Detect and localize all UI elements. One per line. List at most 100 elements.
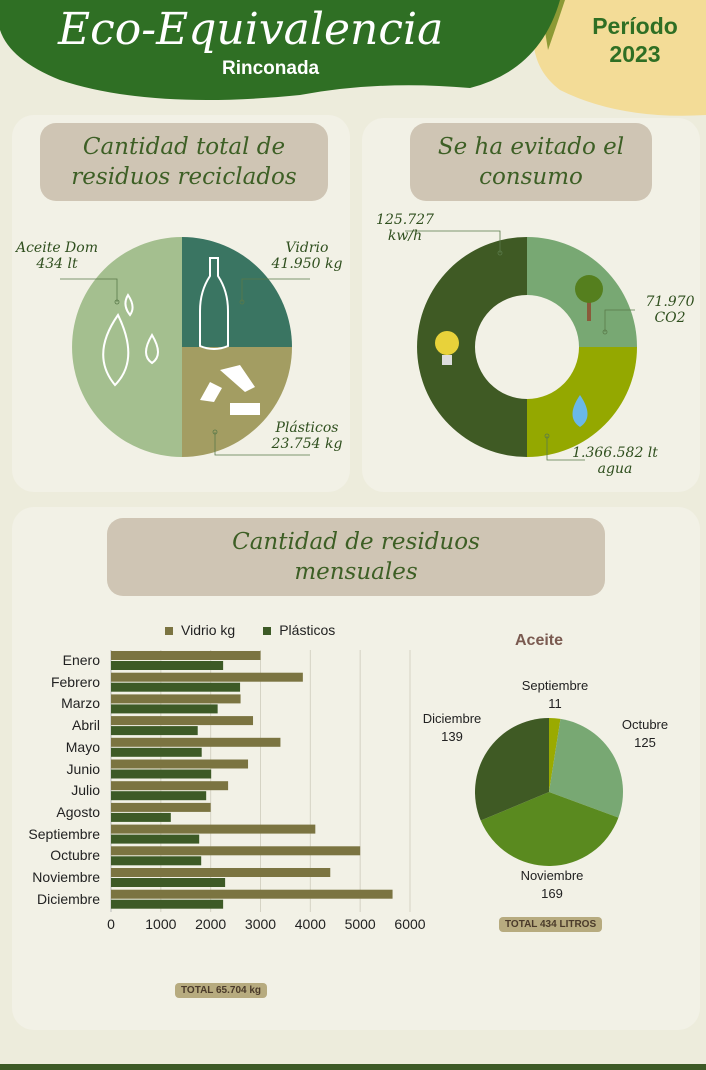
- bar-vidrio: [111, 672, 303, 682]
- period-label: Período: [592, 13, 678, 39]
- bar-vidrio: [111, 824, 316, 834]
- aceite-pie-title: Aceite: [515, 632, 564, 649]
- bar-vidrio: [111, 737, 281, 747]
- footer-bar: [0, 1064, 706, 1070]
- x-tick-label: 5000: [344, 916, 376, 932]
- pie-label: Noviembre 169: [502, 867, 602, 903]
- bar-vidrio: [111, 781, 229, 791]
- name: Plásticos: [275, 420, 339, 436]
- value: 125.727: [376, 212, 434, 228]
- legend-label: Vidrio kg: [181, 622, 236, 638]
- title-line: mensuales: [294, 559, 418, 585]
- tree-icon: [575, 275, 603, 321]
- x-tick-label: 3000: [244, 916, 277, 932]
- unit: kw/h: [387, 228, 423, 244]
- monthly-title: Cantidad de residuos mensuales: [107, 518, 605, 596]
- bar-plasticos: [111, 661, 224, 670]
- bar-plasticos: [111, 899, 224, 909]
- label-energy: 125.727 kw/h: [370, 212, 440, 244]
- y-category-label: Octubre: [50, 847, 100, 864]
- y-category-label: Mayo: [65, 738, 100, 755]
- bar-plasticos: [111, 856, 202, 866]
- unit: CO2: [654, 310, 686, 326]
- pie-slice-noviembre: [480, 792, 619, 866]
- legend-swatch: [165, 627, 173, 635]
- pie-label-name: Noviembre: [520, 868, 584, 883]
- pie-label-name: Septiembre: [521, 678, 589, 693]
- bar-plasticos: [111, 726, 198, 736]
- bar-vidrio: [111, 694, 241, 704]
- pie-label: Septiembre 11: [505, 677, 605, 713]
- title-line: Cantidad total de: [82, 134, 286, 160]
- value: 41.950 kg: [271, 256, 343, 272]
- bar-vidrio: [111, 651, 261, 660]
- bar-legend: Vidrio kg Plásticos: [165, 622, 335, 638]
- label-aceite: Aceite Dom 434 lt: [12, 240, 102, 272]
- x-tick-label: 4000: [294, 916, 326, 932]
- app-title: Eco-Equivalencia: [58, 4, 444, 55]
- bar-vidrio: [111, 868, 331, 877]
- total-kg-badge: TOTAL 65.704 kg: [175, 983, 268, 998]
- legend-plasticos: Plásticos: [263, 622, 335, 638]
- value: 434 lt: [36, 256, 78, 272]
- header-background: [0, 0, 706, 116]
- pie-label-value: 169: [541, 886, 563, 901]
- legend-swatch: [263, 627, 272, 635]
- label-plasticos: Plásticos 23.754 kg: [262, 420, 352, 452]
- y-category-label: Agosto: [56, 803, 100, 820]
- y-category-label: Enero: [62, 652, 100, 668]
- donut-segment-energy: [417, 237, 527, 457]
- bar-plasticos: [111, 791, 207, 801]
- label-water: 1.366.582 lt agua: [570, 445, 660, 477]
- legend-vidrio: Vidrio kg: [165, 622, 235, 638]
- bar-vidrio: [111, 802, 211, 812]
- bar-plasticos: [111, 769, 212, 779]
- pie-label: Octubre 125: [595, 716, 695, 752]
- water-drop-icon: [572, 395, 588, 427]
- avoided-consumption-title: Se ha evitado el consumo: [410, 123, 652, 201]
- period: Período 2023: [580, 12, 690, 68]
- pie-slice-diciembre: [474, 718, 549, 821]
- total-litros-badge: TOTAL 434 LITROS: [499, 917, 603, 932]
- pie-label-name: Octubre: [621, 717, 669, 732]
- x-tick-label: 1000: [145, 916, 177, 932]
- pie-slice-octubre: [549, 718, 623, 818]
- y-category-label: Marzo: [61, 695, 100, 712]
- title-line: Se ha evitado el: [437, 134, 625, 160]
- lightbulb-icon: [435, 331, 459, 365]
- y-category-label: Junio: [66, 760, 100, 777]
- unit: agua: [597, 461, 633, 477]
- bar-plasticos: [111, 682, 241, 692]
- y-category-label: Julio: [71, 782, 100, 799]
- value: 71.970: [645, 294, 695, 310]
- recycled-pie: [60, 237, 310, 457]
- subtitle: Rinconada: [222, 58, 320, 79]
- label-vidrio: Vidrio 41.950 kg: [262, 240, 352, 272]
- y-category-label: Abril: [71, 717, 100, 734]
- bar-plasticos: [111, 747, 202, 757]
- bar-plasticos: [111, 878, 226, 887]
- bar-vidrio: [111, 716, 254, 726]
- bar-vidrio: [111, 889, 393, 899]
- bar-vidrio: [111, 759, 249, 769]
- pie-label: Diciembre 139: [402, 710, 502, 746]
- pie-label-value: 125: [634, 735, 656, 750]
- bar-plasticos: [111, 812, 171, 822]
- bar-vidrio: [111, 846, 361, 856]
- bar-plasticos: [111, 834, 200, 844]
- y-category-label: Febrero: [50, 673, 100, 690]
- x-tick-label: 6000: [394, 916, 426, 932]
- title-line: Cantidad de residuos: [232, 529, 480, 555]
- title-line: consumo: [479, 164, 583, 190]
- period-year: 2023: [609, 41, 661, 67]
- name: Vidrio: [285, 240, 329, 256]
- value: 23.754 kg: [271, 436, 343, 452]
- label-co2: 71.970 CO2: [638, 294, 702, 326]
- name: Aceite Dom: [15, 240, 98, 256]
- x-tick-label: 2000: [195, 916, 227, 932]
- avoided-donut: [405, 230, 637, 461]
- title-line: residuos reciclados: [71, 164, 297, 190]
- y-category-label: Noviembre: [32, 869, 100, 885]
